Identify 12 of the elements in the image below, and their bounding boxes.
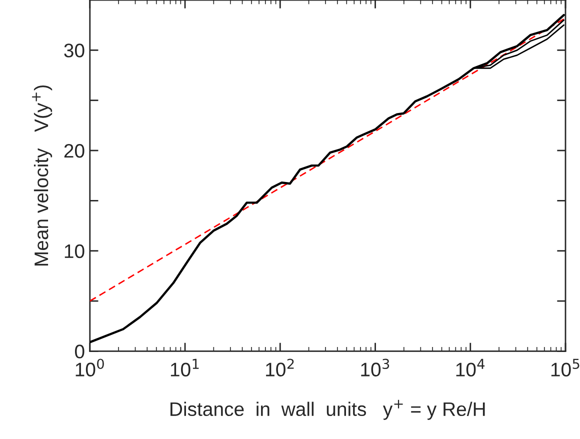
y-tick-label: 10 — [64, 244, 84, 258]
y-tick-label: 30 — [64, 44, 84, 58]
x-tick-label: 10$^{2}$ — [266, 358, 294, 376]
y-axis-title: Mean velocity V(y$^{+}$) — [32, 85, 52, 266]
x-axis-title: Distance in wall units y$^{+}$ = y Re/H — [170, 400, 485, 420]
y-tick-label: 0 — [74, 344, 84, 358]
x-tick-label: 10$^{1}$ — [170, 358, 199, 376]
x-tick-label: 10$^{3}$ — [361, 358, 390, 376]
x-tick-label: 10$^{4}$ — [456, 358, 485, 376]
x-tick-label: 10$^{0}$ — [76, 358, 104, 376]
y-tick-label: 20 — [64, 144, 84, 158]
x-tick-label: 10$^{5}$ — [551, 358, 580, 376]
